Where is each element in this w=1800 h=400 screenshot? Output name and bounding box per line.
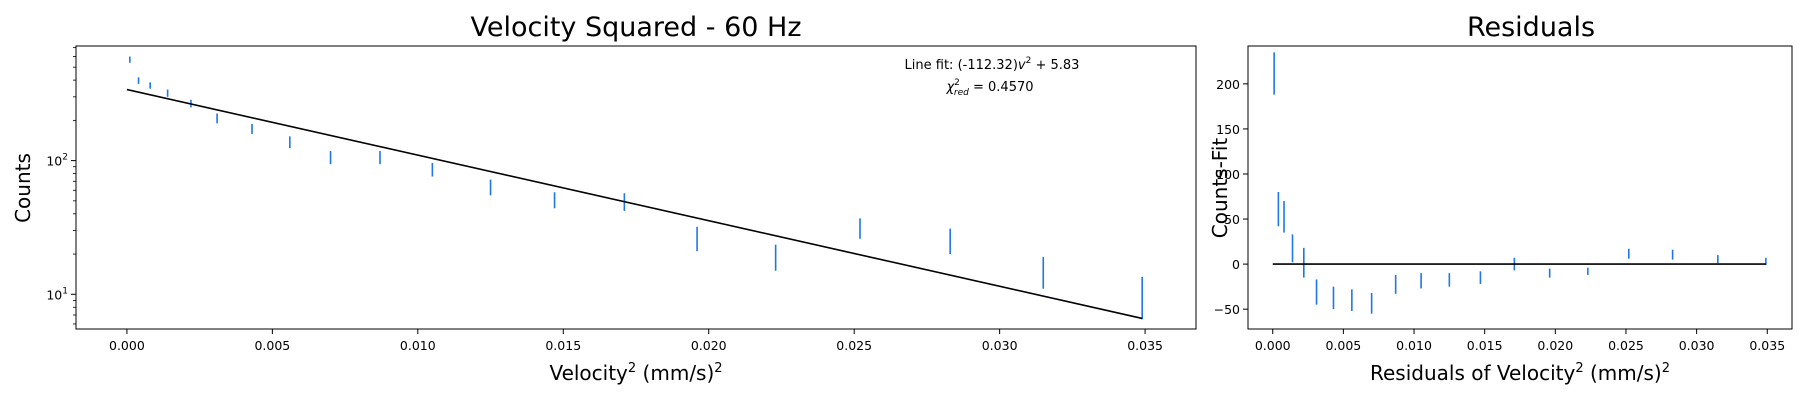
main-x-label: Velocity2 (mm/s)2 [549, 361, 722, 385]
residuals-x-label: Residuals of Velocity2 (mm/s)2 [1370, 361, 1670, 385]
main-y-tick-label: 102 [46, 153, 68, 169]
main-panel: Velocity Squared - 60 Hz 0.000 0.005 0.010… [11, 12, 1197, 385]
main-x-tick-label: 0.015 [545, 338, 581, 353]
residuals-y-tick-label: 0 [1232, 257, 1240, 272]
main-x-tick-label: 0.020 [691, 338, 727, 353]
residuals-title: Residuals [1467, 12, 1595, 43]
residuals-x-tick-label: 0.025 [1608, 338, 1644, 353]
main-x-tick-label: 0.035 [1127, 338, 1163, 353]
residuals-x-tick-label: 0.010 [1396, 338, 1432, 353]
residuals-y-tick-label: 50 [1224, 212, 1240, 227]
residuals-x-tick-label: 0.035 [1749, 338, 1785, 353]
residuals-x-tick-label: 0.020 [1537, 338, 1573, 353]
residuals-x-tick-label: 0.005 [1325, 338, 1361, 353]
residuals-panel: Residuals 0.000 0.005 0.010 0.015 0.020 0.025… [1208, 12, 1793, 385]
residuals-x-tick-label: 0.000 [1255, 338, 1291, 353]
residuals-x-tick-label: 0.030 [1679, 338, 1715, 353]
residuals-y-label: Counts-Fit [1208, 138, 1232, 239]
residuals-y-tick-label: −50 [1214, 302, 1240, 317]
residuals-ticks: 0.000 0.005 0.010 0.015 0.020 0.025 0.030 0.035… [1214, 77, 1786, 353]
residuals-x-tick-label: 0.015 [1467, 338, 1503, 353]
fit-annotation-line1: Line fit: (-112.32)v2 + 5.83 [905, 56, 1080, 73]
main-title: Velocity Squared - 60 Hz [470, 12, 801, 43]
main-x-tick-label: 0.000 [109, 338, 145, 353]
main-x-tick-label: 0.025 [836, 338, 872, 353]
main-axes-frame [75, 45, 1197, 330]
residuals-y-tick-label: 100 [1216, 167, 1240, 182]
main-y-tick-label: 101 [46, 286, 68, 302]
residuals-y-tick-label: 150 [1216, 122, 1240, 137]
residuals-errorbars [1273, 52, 1767, 314]
fit-annotation-line2: χ2 red = 0.4570 [945, 78, 1033, 98]
main-y-label: Counts [11, 153, 35, 223]
residuals-y-tick-label: 200 [1216, 77, 1240, 92]
main-ticks: 0.000 0.005 0.010 0.015 0.020 0.025 0.030 0.035… [46, 47, 1163, 353]
main-errorbars [129, 56, 1143, 320]
main-x-tick-label: 0.005 [254, 338, 290, 353]
main-x-tick-label: 0.010 [400, 338, 436, 353]
main-x-tick-label: 0.030 [982, 338, 1018, 353]
fit-line [126, 88, 1143, 320]
main-fit [126, 88, 1143, 320]
residuals-axes-frame [1247, 45, 1793, 330]
